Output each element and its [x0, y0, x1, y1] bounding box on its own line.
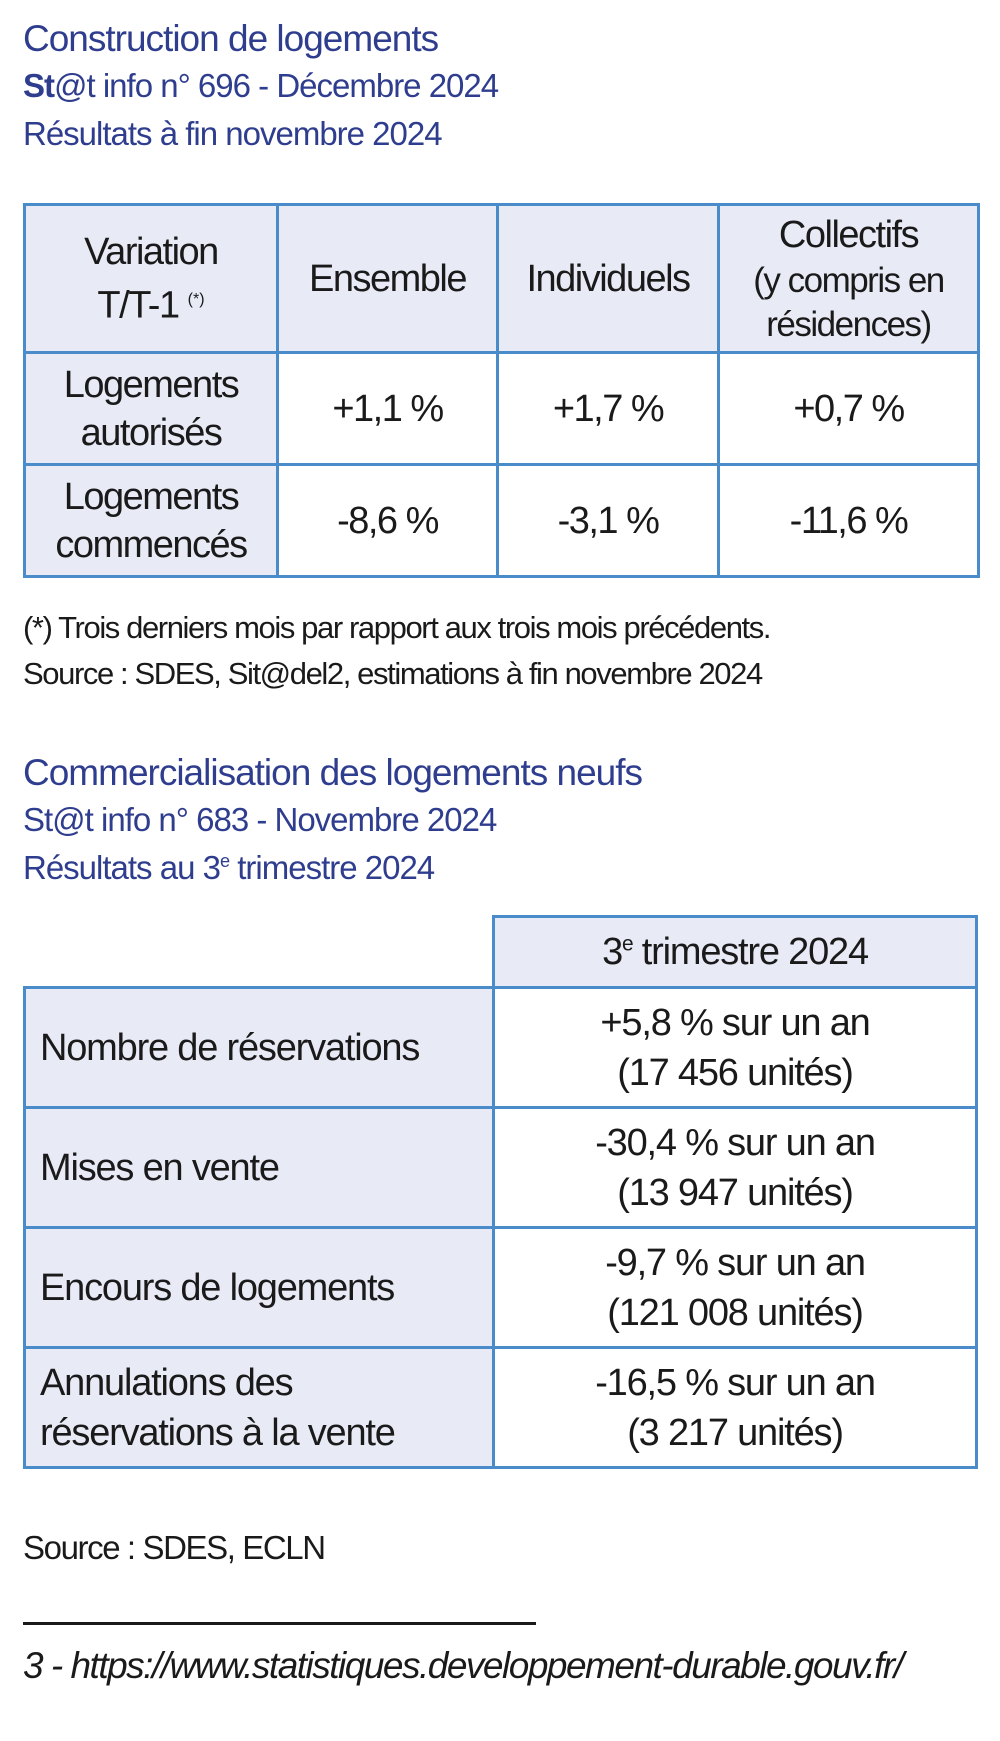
table-header-row: Variation T/T-1 (*) Ensemble Individuels…	[23, 203, 980, 354]
footnote-url-link[interactable]: 3 - https://www.statistiques.developpeme…	[23, 1645, 904, 1686]
cell-individuels: +1,7 %	[496, 351, 720, 466]
row-label: Logements autorisés	[23, 351, 279, 466]
row-value: -30,4 % sur un an (13 947 unités)	[492, 1106, 978, 1229]
row-value: -9,7 % sur un an (121 008 unités)	[492, 1226, 978, 1349]
section1-subtitle: St@t info n° 696 - Décembre 2024	[23, 67, 499, 104]
footnote: (*) Trois derniers mois par rapport aux …	[23, 610, 771, 645]
table-row: Nombre de réservations +5,8 % sur un an …	[23, 986, 978, 1109]
table-row: Logements commencés -8,6 % -3,1 % -11,6 …	[23, 463, 980, 578]
row-label: Mises en vente	[23, 1106, 495, 1229]
table-row: Encours de logements -9,7 % sur un an (1…	[23, 1226, 978, 1349]
row-label: Annulations des réservations à la vente	[23, 1346, 495, 1469]
section2-results: Résultats au 3e trimestre 2024	[23, 849, 435, 886]
header-trimestre: 3e trimestre 2024	[492, 915, 978, 989]
table-row: Logements autorisés +1,1 % +1,7 % +0,7 %	[23, 351, 980, 466]
table-row: Annulations des réservations à la vente …	[23, 1346, 978, 1469]
commercialisation-table: 3e trimestre 2024 Nombre de réservations…	[23, 915, 978, 1469]
section1-title: Construction de logements	[23, 18, 439, 59]
section2-header: Commercialisation des logements neufs St…	[23, 750, 643, 892]
construction-table: Variation T/T-1 (*) Ensemble Individuels…	[23, 203, 980, 578]
section2-subtitle: St@t info n° 683 - Novembre 2024	[23, 801, 497, 838]
section1-header: Construction de logements St@t info n° 6…	[23, 16, 499, 158]
footnote-divider	[23, 1622, 536, 1625]
cell-collectifs: +0,7 %	[717, 351, 980, 466]
table-row: Mises en vente -30,4 % sur un an (13 947…	[23, 1106, 978, 1229]
row-value: +5,8 % sur un an (17 456 unités)	[492, 986, 978, 1109]
table-header-row: 3e trimestre 2024	[25, 915, 978, 989]
section1-results: Résultats à fin novembre 2024	[23, 115, 443, 152]
cell-ensemble: -8,6 %	[276, 463, 499, 578]
row-value: -16,5 % sur un an (3 217 unités)	[492, 1346, 978, 1469]
header-variation: Variation T/T-1 (*)	[23, 203, 279, 354]
row-label: Nombre de réservations	[23, 986, 495, 1109]
row-label: Logements commencés	[23, 463, 279, 578]
header-individuels: Individuels	[496, 203, 720, 354]
footnote-marker: (*)	[187, 290, 205, 308]
source-note: Source : SDES, ECLN	[23, 1529, 326, 1566]
section2-title: Commercialisation des logements neufs	[23, 752, 643, 793]
source-note: Source : SDES, Sit@del2, estimations à f…	[23, 656, 763, 691]
header-ensemble: Ensemble	[276, 203, 499, 354]
header-collectifs: Collectifs (y compris en résidences)	[717, 203, 980, 354]
cell-collectifs: -11,6 %	[717, 463, 980, 578]
cell-ensemble: +1,1 %	[276, 351, 499, 466]
cell-individuels: -3,1 %	[496, 463, 720, 578]
row-label: Encours de logements	[23, 1226, 495, 1349]
